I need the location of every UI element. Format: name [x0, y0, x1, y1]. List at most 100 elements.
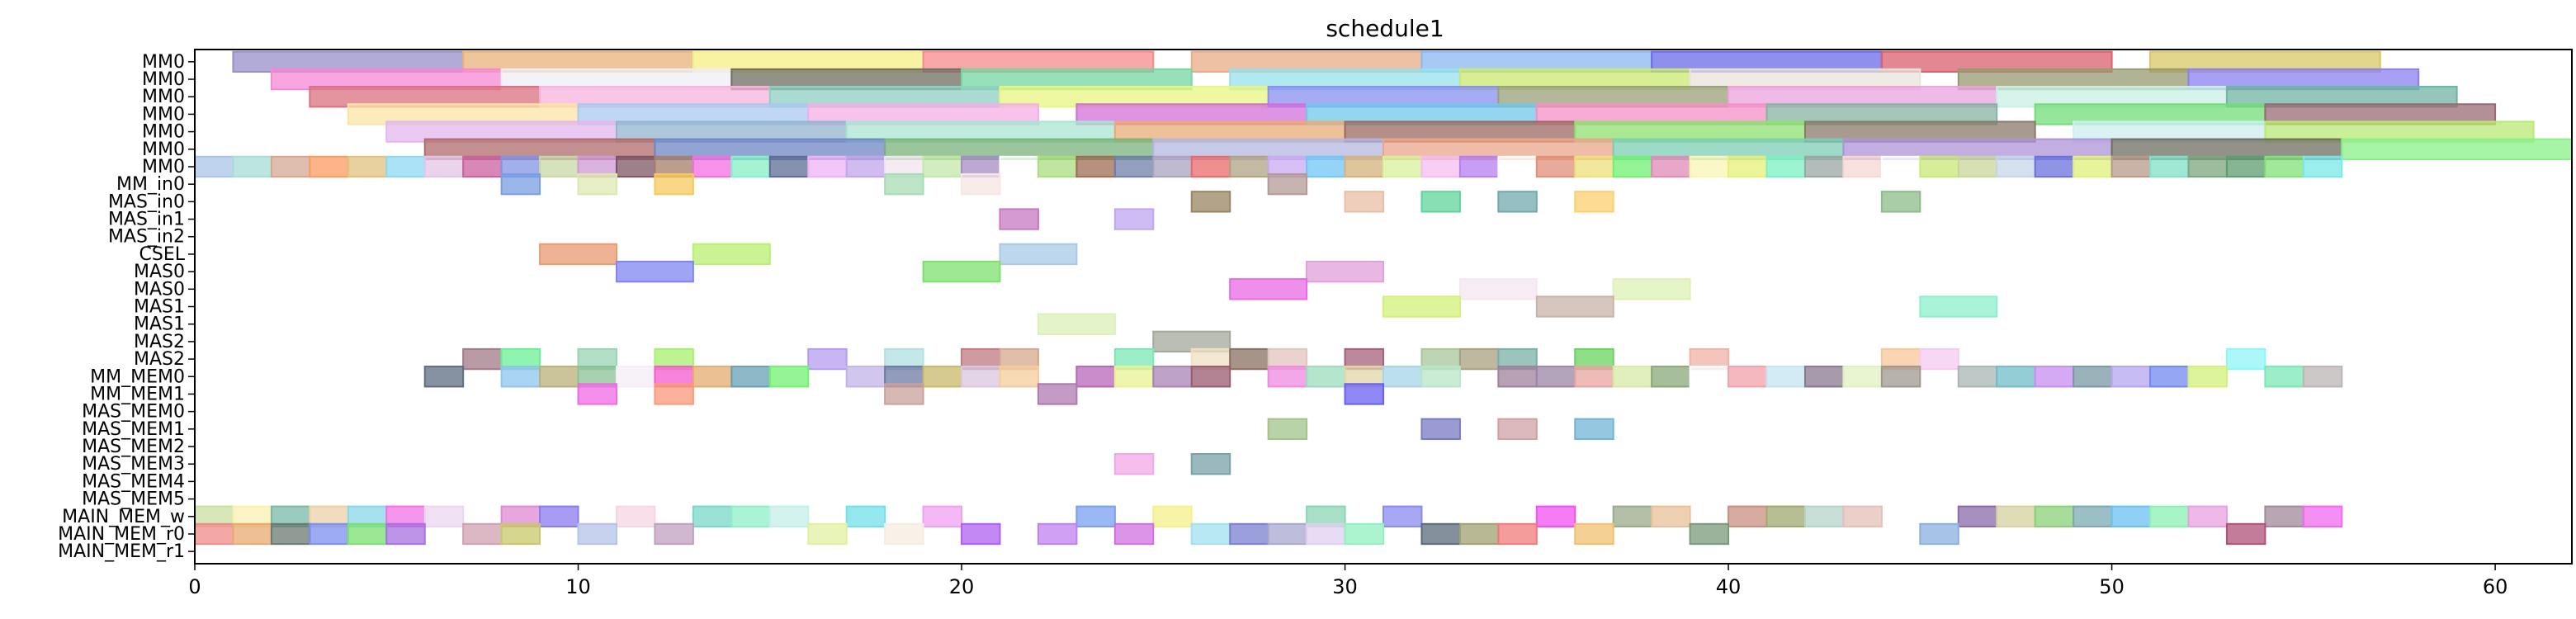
- gantt-bar-mas2-157: [1919, 347, 1959, 371]
- gantt-bar-main-mem-w-233: [1535, 505, 1576, 527]
- gantt-bar-mm-mem0-191: [1803, 366, 1845, 388]
- gantt-bar-mm0-105: [2149, 155, 2190, 178]
- gantt-bar-mm0-104: [2110, 155, 2152, 178]
- y-tick-label: CSEL: [139, 244, 186, 265]
- gantt-bar-mas-mem1-209: [1420, 418, 1461, 441]
- y-tick-label: MM_MEM0: [90, 366, 185, 387]
- gantt-bar-mm0-68: [730, 155, 771, 178]
- gantt-bar-mm-mem0-164: [615, 366, 656, 388]
- gantt-bar-mas-in0-116: [1190, 191, 1231, 213]
- gantt-bar-main-mem-w-245: [2149, 505, 2190, 527]
- gantt-bar-mm0-87: [1458, 155, 1500, 178]
- gantt-bar-main-mem-w-226: [768, 505, 810, 527]
- y-tick-label: MM0: [142, 87, 185, 107]
- gantt-bar-mm0-106: [2187, 155, 2228, 178]
- gantt-bar-main-mem-w-241: [1996, 505, 2036, 527]
- gantt-bar-mm-in0-112: [654, 172, 694, 196]
- gantt-bar-mm-in0-113: [884, 172, 924, 196]
- y-tick-label: MAS1: [134, 314, 185, 335]
- gantt-bar-mm0-88: [1497, 155, 1538, 178]
- gantt-bar-mm-mem0-173: [999, 366, 1039, 388]
- gantt-bar-mm-mem0-183: [1497, 366, 1538, 388]
- gantt-bar-mas0-127: [615, 260, 694, 283]
- gantt-bar-main-mem-w-230: [1152, 505, 1193, 527]
- gantt-bar-mm0-109: [2302, 155, 2343, 178]
- gantt-bar-main-mem-r0-256: [500, 522, 541, 546]
- gantt-bar-mm0-85: [1383, 155, 1423, 178]
- gantt-bar-main-mem-w-224: [692, 505, 733, 527]
- gantt-bar-mm0-100: [1957, 155, 1998, 178]
- gantt-bar-mm0-69: [768, 155, 810, 178]
- gantt-bar-mas-mem1-211: [1574, 418, 1614, 441]
- gantt-bar-mm-mem0-171: [922, 366, 963, 388]
- gantt-bar-mas-in1-122: [999, 208, 1039, 230]
- gantt-bar-main-mem-r0-267: [1306, 522, 1346, 546]
- gantt-bar-mm0-53: [2341, 138, 2573, 160]
- gantt-bar-mas2-138: [462, 347, 503, 371]
- gantt-bar-mm0-61: [462, 155, 503, 178]
- plot-frame: [194, 49, 2573, 565]
- gantt-bar-mm-mem0-169: [845, 366, 886, 388]
- gantt-bar-main-mem-r0-271: [1497, 522, 1538, 546]
- gantt-bar-mm0-55: [232, 155, 272, 178]
- gantt-bar-main-mem-r0-259: [807, 522, 848, 546]
- gantt-bar-mm-mem0-202: [2302, 366, 2343, 388]
- gantt-bar-mm0-54: [194, 155, 234, 178]
- gantt-bar-mas-in0-117: [1344, 191, 1384, 213]
- gantt-bar-main-mem-w-225: [730, 505, 771, 527]
- gantt-bar-main-mem-w-240: [1957, 505, 1998, 527]
- gantt-bar-mm0-81: [1229, 155, 1269, 178]
- gantt-bar-mas-in0-118: [1420, 191, 1461, 213]
- gantt-bar-mm-mem1-205: [884, 383, 924, 405]
- gantt-bar-mm0-78: [1113, 155, 1155, 178]
- y-tick-label: MM_MEM1: [90, 384, 185, 404]
- y-tick-label: MAS_MEM3: [82, 454, 185, 475]
- y-axis: MM0MM0MM0MM0MM0MM0MM0MM_in0MAS_in0MAS_in…: [58, 52, 195, 562]
- x-tick-label: 20: [949, 575, 975, 598]
- gantt-bar-mm-mem0-184: [1535, 366, 1576, 388]
- y-tick-label: MAS_MEM5: [82, 489, 185, 510]
- x-axis: 0 10 20 30 40 50 60: [188, 564, 2507, 598]
- x-tick-label: 10: [565, 575, 591, 598]
- gantt-bar-mm0-97: [1842, 155, 1883, 178]
- gantt-bar-mm-mem0-189: [1728, 366, 1768, 388]
- gantt-bar-mm-mem0-167: [730, 366, 771, 388]
- x-tick-label: 30: [1332, 575, 1358, 598]
- gantt-bar-mm0-67: [692, 155, 733, 178]
- gantt-bar-mas1-134: [1535, 295, 1614, 318]
- gantt-bar-main-mem-w-248: [2302, 505, 2343, 527]
- gantt-bar-main-mem-r0-257: [577, 522, 617, 546]
- gantt-bar-mm-mem0-161: [500, 366, 541, 388]
- gantt-bar-mm0-89: [1535, 155, 1576, 178]
- gantt-bar-mas2-159: [2225, 347, 2266, 371]
- x-tick-label: 40: [1716, 575, 1742, 598]
- x-tick-label: 0: [188, 575, 201, 598]
- gantt-bar-mm0-108: [2264, 155, 2304, 178]
- gantt-bar-main-mem-w-247: [2264, 505, 2304, 527]
- gantt-bar-main-mem-w-236: [1728, 505, 1768, 527]
- gantt-bar-mm-mem0-193: [1880, 366, 1921, 388]
- gantt-bar-mm0-99: [1919, 155, 1959, 178]
- gantt-bar-mas-mem1-208: [1267, 418, 1308, 441]
- gantt-bar-mm-mem1-203: [577, 383, 617, 405]
- gantt-bar-mm-mem0-175: [1113, 366, 1155, 388]
- gantt-bar-mas1-135: [1919, 295, 1998, 318]
- gantt-bar-main-mem-r0-263: [1113, 522, 1155, 546]
- gantt-bar-mm-mem1-207: [1344, 383, 1384, 405]
- gantt-bar-mm0-86: [1420, 155, 1461, 178]
- y-tick-label: MAIN_MEM_r0: [58, 524, 185, 545]
- gantt-bar-main-mem-r0-262: [1037, 522, 1078, 546]
- gantt-bar-mm0-98: [1880, 155, 1921, 178]
- y-tick-label: MAS_MEM0: [82, 402, 185, 423]
- gantt-bar-main-mem-w-237: [1765, 505, 1806, 527]
- gantt-bar-mm-in0-110: [500, 172, 541, 196]
- y-tick-label: MAS2: [134, 349, 185, 370]
- y-tick-label: MAS_in1: [108, 210, 185, 230]
- gantt-bar-main-mem-r0-275: [2225, 522, 2266, 546]
- gantt-bar-mm0-70: [807, 155, 848, 178]
- y-tick-label: MAS1: [134, 297, 185, 318]
- gantt-bar-main-mem-r0-260: [884, 522, 924, 546]
- gantt-bar-mm0-94: [1728, 155, 1768, 178]
- gantt-bar-mm0-76: [1037, 155, 1078, 178]
